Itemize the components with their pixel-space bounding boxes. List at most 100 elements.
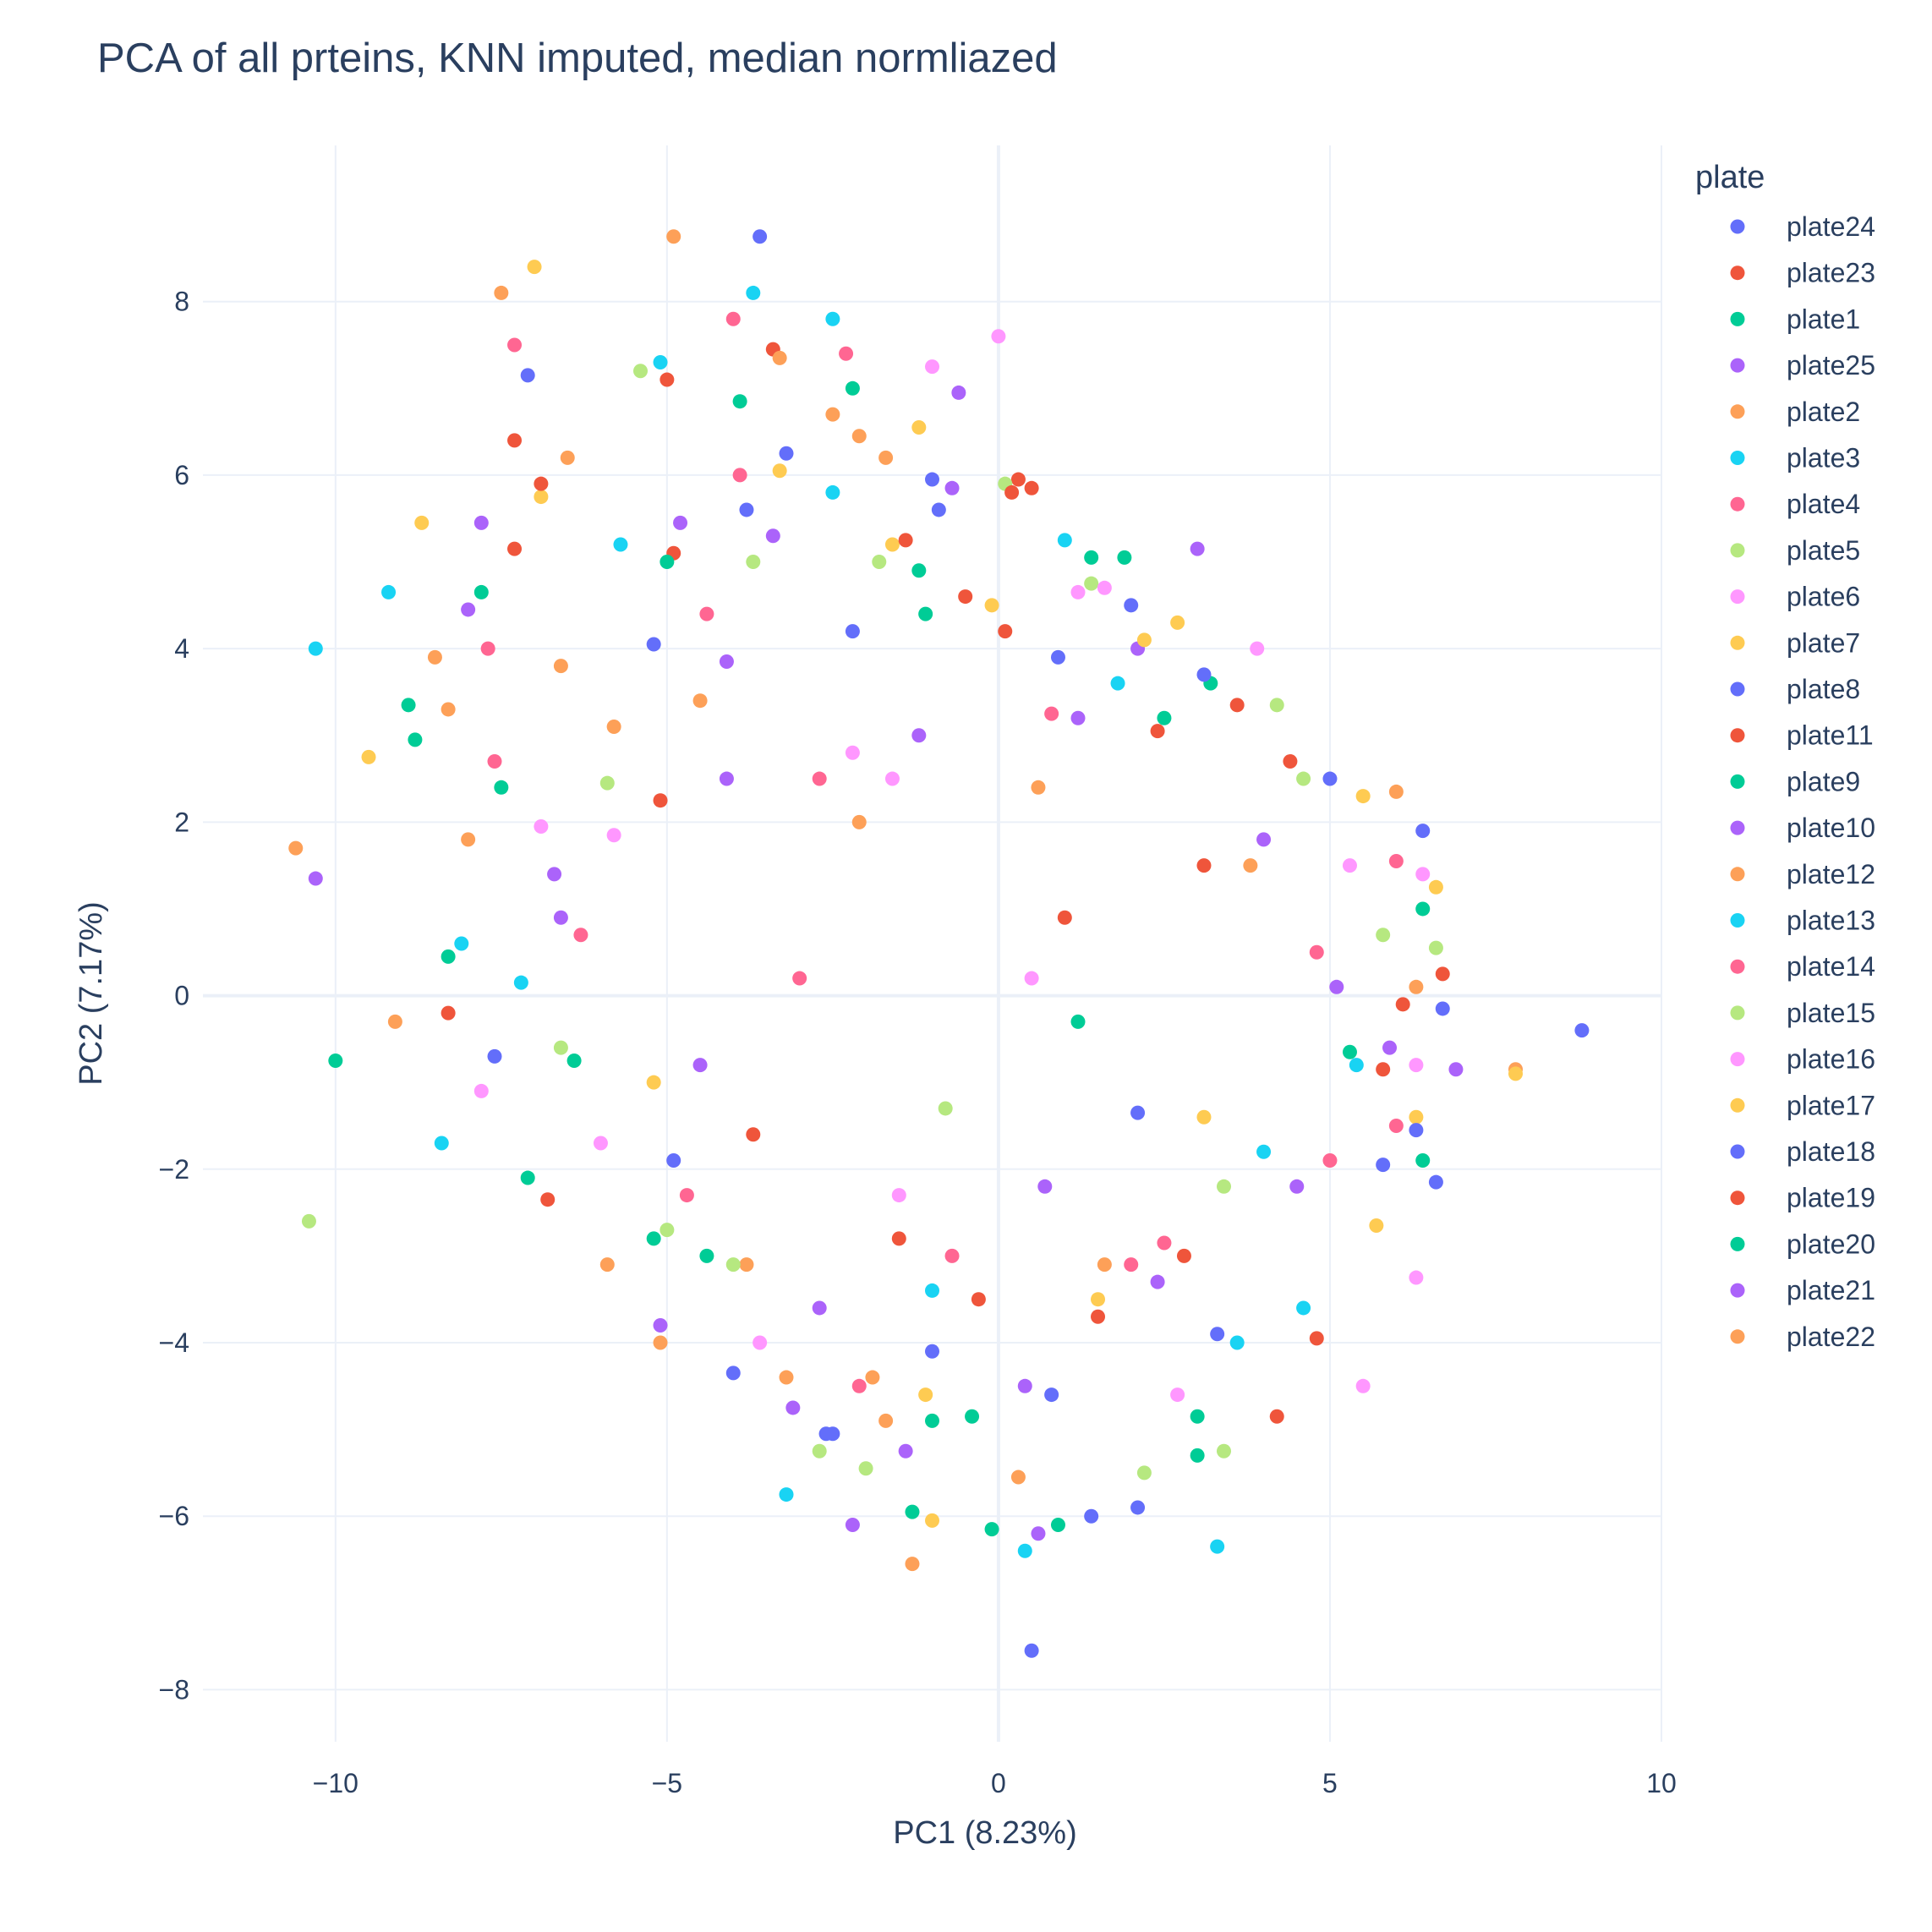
data-point-plate20 bbox=[566, 1054, 582, 1069]
legend-item-plate16[interactable]: plate16 bbox=[1730, 1044, 1875, 1075]
legend-item-plate12[interactable]: plate12 bbox=[1730, 859, 1875, 889]
legend-marker bbox=[1730, 1329, 1745, 1344]
legend-marker bbox=[1730, 913, 1745, 928]
data-point-plate12 bbox=[772, 350, 787, 365]
x-axis-title: PC1 (8.23%) bbox=[893, 1815, 1077, 1851]
legend-item-plate24[interactable]: plate24 bbox=[1730, 211, 1875, 242]
legend-label: plate13 bbox=[1787, 906, 1875, 936]
data-point-plate14 bbox=[1157, 1235, 1172, 1251]
data-point-plate9 bbox=[1342, 1044, 1357, 1059]
data-point-plate20 bbox=[494, 780, 509, 795]
legend-item-plate22[interactable]: plate22 bbox=[1730, 1322, 1875, 1352]
data-point-plate13 bbox=[825, 484, 840, 500]
legend-item-plate19[interactable]: plate19 bbox=[1730, 1183, 1875, 1213]
legend-item-plate8[interactable]: plate8 bbox=[1730, 674, 1861, 704]
legend-item-plate21[interactable]: plate21 bbox=[1730, 1275, 1875, 1305]
data-point-plate9 bbox=[911, 563, 927, 578]
data-point-plate4 bbox=[480, 641, 495, 656]
data-point-plate14 bbox=[812, 771, 827, 786]
data-point-plate25 bbox=[308, 871, 323, 886]
data-point-plate18 bbox=[779, 446, 794, 461]
data-point-plate16 bbox=[753, 1335, 768, 1350]
data-point-plate3 bbox=[381, 584, 397, 599]
legend-item-plate2[interactable]: plate2 bbox=[1730, 397, 1861, 427]
data-point-plate21 bbox=[692, 1058, 708, 1073]
legend-item-plate14[interactable]: plate14 bbox=[1730, 951, 1875, 982]
data-point-plate25 bbox=[673, 515, 688, 530]
legend-label: plate21 bbox=[1787, 1275, 1875, 1305]
data-point-plate3 bbox=[308, 641, 323, 656]
data-point-plate7 bbox=[414, 515, 430, 530]
legend-item-plate10[interactable]: plate10 bbox=[1730, 813, 1875, 843]
legend-label: plate9 bbox=[1787, 766, 1860, 796]
legend-label: plate10 bbox=[1787, 813, 1875, 843]
legend-item-plate18[interactable]: plate18 bbox=[1730, 1136, 1875, 1167]
data-point-plate9 bbox=[1050, 1517, 1065, 1532]
data-point-plate4 bbox=[851, 1378, 867, 1393]
data-point-plate15 bbox=[1376, 928, 1391, 943]
data-point-plate11 bbox=[507, 541, 523, 556]
data-point-plate25 bbox=[653, 1317, 668, 1333]
data-point-plate20 bbox=[1415, 1153, 1431, 1169]
data-point-plate8 bbox=[925, 472, 939, 487]
y-tick-label: −4 bbox=[159, 1327, 189, 1358]
data-point-plate5 bbox=[301, 1213, 316, 1229]
data-point-plate19 bbox=[1057, 910, 1072, 925]
legend-item-plate5[interactable]: plate5 bbox=[1730, 535, 1861, 566]
legend-label: plate19 bbox=[1787, 1183, 1875, 1213]
data-point-plate11 bbox=[534, 476, 549, 491]
data-point-plate16 bbox=[593, 1136, 608, 1151]
data-point-plate10 bbox=[1329, 979, 1344, 994]
data-point-plate18 bbox=[1130, 1105, 1146, 1120]
data-point-plate9 bbox=[441, 949, 456, 964]
data-point-plate20 bbox=[1070, 1014, 1086, 1029]
legend-item-plate11[interactable]: plate11 bbox=[1730, 720, 1874, 751]
data-point-plate24 bbox=[1024, 1643, 1039, 1658]
data-point-plate2 bbox=[825, 407, 840, 422]
legend-label: plate24 bbox=[1787, 211, 1875, 242]
data-point-plate9 bbox=[646, 1231, 661, 1246]
legend-marker bbox=[1730, 496, 1745, 512]
plot-area bbox=[203, 145, 1662, 1742]
data-point-plate15 bbox=[872, 555, 887, 570]
data-point-plate24 bbox=[925, 1344, 939, 1359]
data-point-plate6 bbox=[925, 359, 939, 375]
data-point-plate1 bbox=[328, 1054, 343, 1069]
legend-item-plate1[interactable]: plate1 bbox=[1730, 304, 1861, 334]
data-point-plate12 bbox=[606, 719, 621, 734]
data-point-plate21 bbox=[719, 771, 734, 786]
data-point-plate12 bbox=[739, 1257, 754, 1272]
data-point-plate8 bbox=[1322, 771, 1338, 786]
data-point-plate6 bbox=[991, 329, 1006, 344]
legend-item-plate25[interactable]: plate25 bbox=[1730, 350, 1875, 380]
data-point-plate1 bbox=[845, 380, 860, 396]
data-point-plate15 bbox=[1136, 1465, 1152, 1480]
data-point-plate24 bbox=[1574, 1023, 1590, 1038]
legend-marker bbox=[1730, 635, 1745, 650]
legend-item-plate9[interactable]: plate9 bbox=[1730, 766, 1861, 796]
data-point-plate2 bbox=[905, 1557, 920, 1572]
legend-item-plate4[interactable]: plate4 bbox=[1730, 489, 1861, 519]
legend-item-plate15[interactable]: plate15 bbox=[1730, 998, 1875, 1028]
data-point-plate1 bbox=[732, 394, 747, 409]
legend-item-plate6[interactable]: plate6 bbox=[1730, 582, 1861, 612]
legend-item-plate13[interactable]: plate13 bbox=[1730, 906, 1875, 936]
legend-marker bbox=[1730, 728, 1745, 743]
data-point-plate4 bbox=[725, 311, 741, 326]
data-point-plate13 bbox=[513, 975, 528, 990]
data-point-plate12 bbox=[865, 1370, 880, 1385]
data-point-plate3 bbox=[746, 285, 761, 300]
legend-item-plate7[interactable]: plate7 bbox=[1730, 627, 1861, 658]
legend-item-plate17[interactable]: plate17 bbox=[1730, 1090, 1875, 1120]
data-point-plate13 bbox=[1349, 1058, 1364, 1073]
data-point-plate23 bbox=[540, 1192, 556, 1207]
data-point-plate5 bbox=[1428, 940, 1443, 955]
data-point-plate19 bbox=[971, 1292, 986, 1307]
legend-label: plate5 bbox=[1787, 535, 1860, 566]
data-point-plate18 bbox=[1409, 1123, 1424, 1138]
data-point-plate17 bbox=[1355, 789, 1371, 804]
data-point-plate11 bbox=[1376, 1062, 1391, 1077]
legend-item-plate20[interactable]: plate20 bbox=[1730, 1229, 1875, 1259]
legend-item-plate23[interactable]: plate23 bbox=[1730, 258, 1875, 288]
legend-item-plate3[interactable]: plate3 bbox=[1730, 443, 1861, 473]
